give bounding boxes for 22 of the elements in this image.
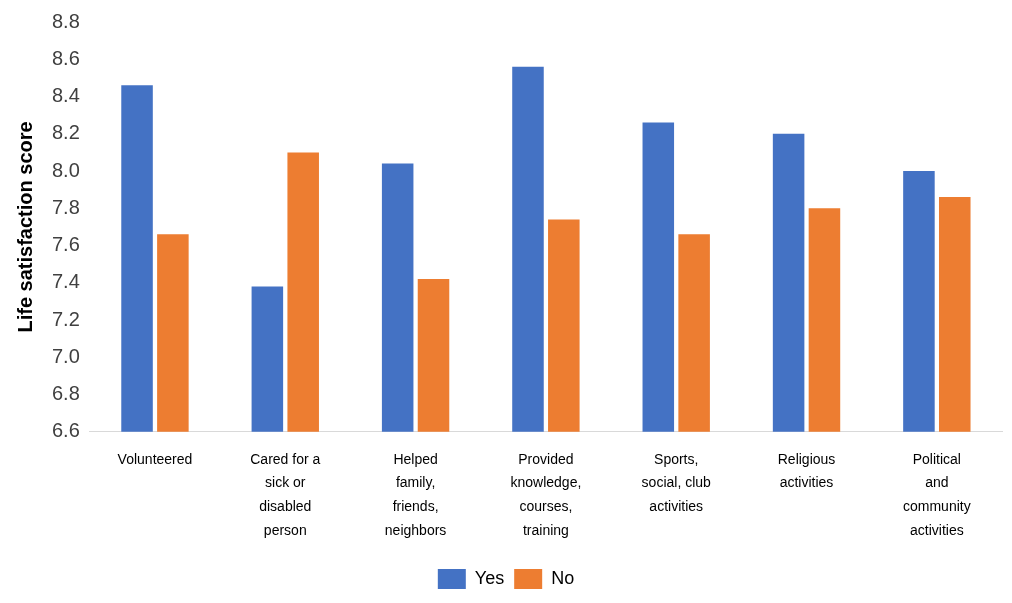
y-tick-label: 8.8 [51, 9, 80, 32]
y-tick-label: 7.2 [51, 307, 80, 330]
y-tick-label: 7.8 [51, 195, 80, 218]
y-tick-label: 7.4 [51, 270, 80, 293]
x-tick-label: Religious activities [777, 450, 836, 491]
legend-label: Yes [474, 567, 505, 588]
x-tick-label: Provided knowledge, courses, training [510, 450, 582, 538]
y-tick-label: 8.6 [51, 46, 80, 69]
y-axis-title: Life satisfaction score [13, 121, 36, 333]
legend-label: No [551, 567, 575, 588]
y-tick-label: 8.4 [51, 84, 80, 107]
x-tick-label: Helped family, friends, neighbors [384, 450, 447, 538]
x-tick-label: Political and community activities [903, 450, 971, 538]
y-tick-label: 6.8 [51, 382, 80, 405]
y-tick-label: 8.0 [51, 158, 80, 181]
x-tick-label: Sports, social, club activities [641, 450, 712, 515]
x-tick-label: Volunteered [117, 450, 193, 467]
y-tick-label: 7.0 [51, 344, 80, 367]
y-tick-label: 8.2 [51, 121, 80, 144]
y-tick-label: 7.6 [51, 233, 80, 256]
x-tick-label: Cared for a sick or disabled person [250, 450, 321, 538]
y-tick-label: 6.6 [51, 419, 80, 442]
